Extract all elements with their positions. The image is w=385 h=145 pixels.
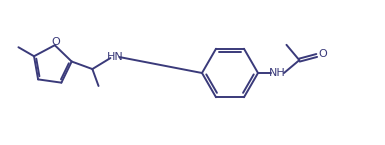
Text: NH: NH — [269, 68, 285, 78]
Text: O: O — [318, 49, 327, 59]
Text: O: O — [52, 37, 60, 47]
Text: HN: HN — [107, 52, 124, 62]
